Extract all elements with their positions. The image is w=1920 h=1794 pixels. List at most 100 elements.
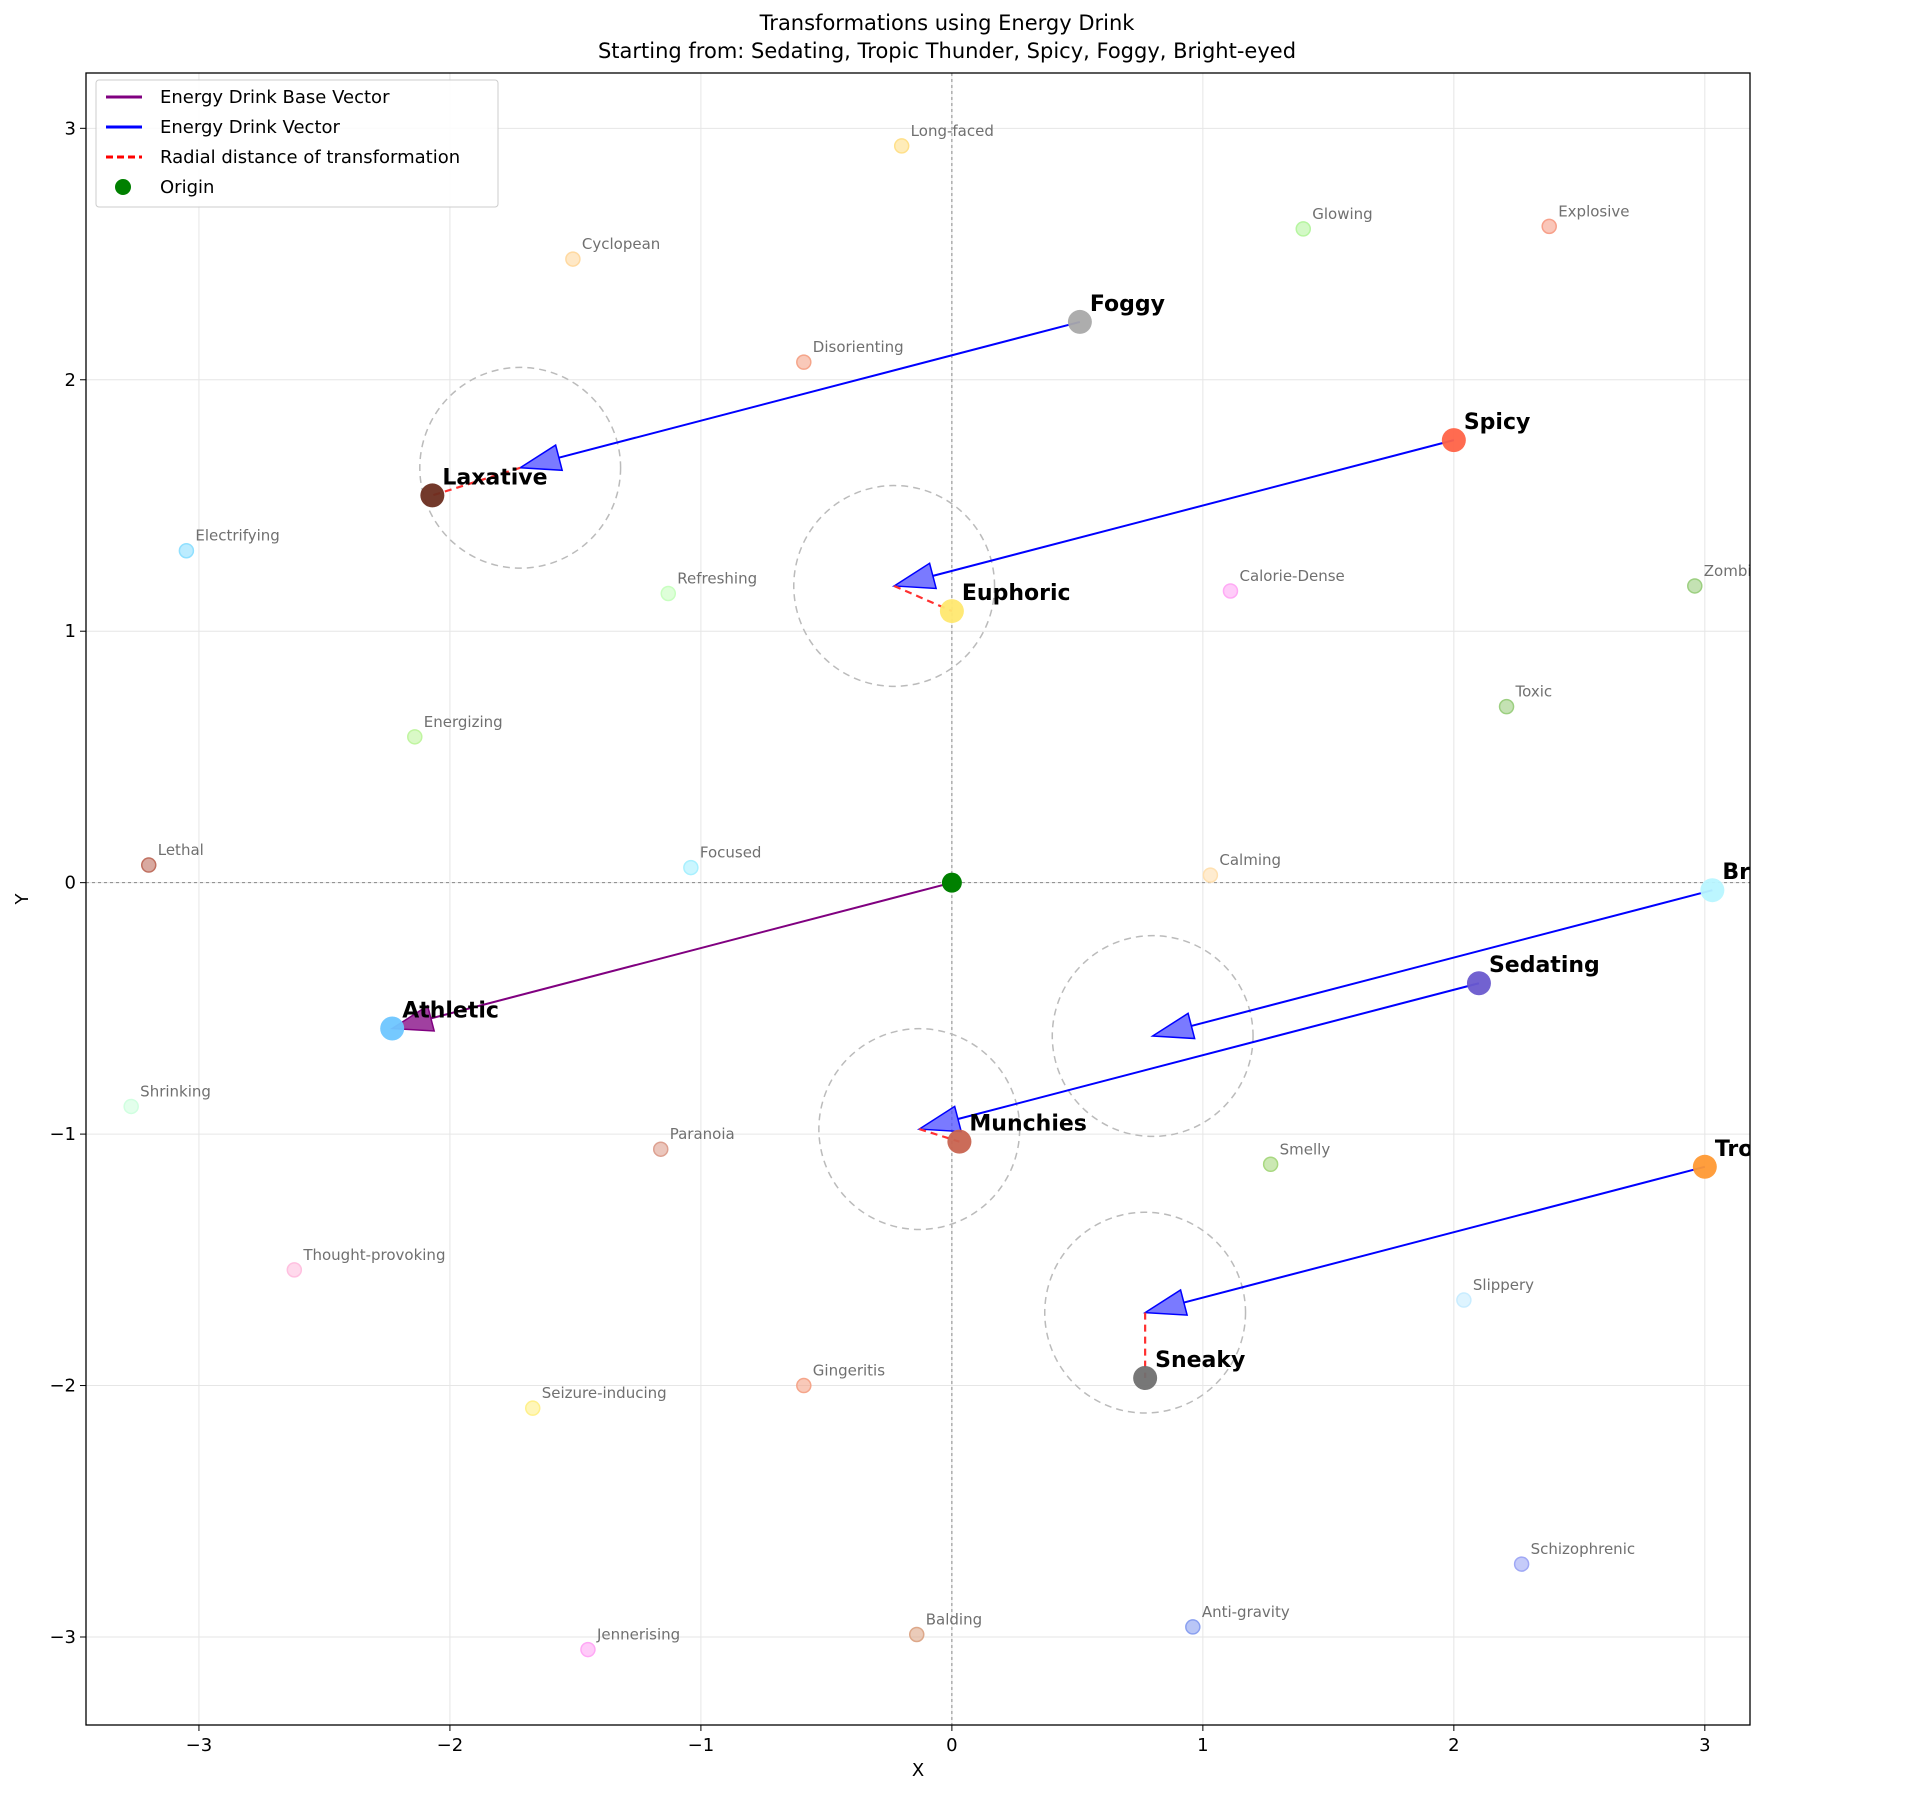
effect-point-gingeritis bbox=[796, 1377, 812, 1394]
effect-point-tropic-thunder bbox=[1692, 1154, 1717, 1179]
legend-entry: Origin bbox=[160, 177, 214, 198]
effect-label: Electrifying bbox=[195, 527, 279, 545]
legend-box bbox=[95, 79, 499, 208]
effect-point-lethal bbox=[140, 857, 157, 873]
effect-label-main: Athletic bbox=[402, 998, 499, 1023]
effect-label-main: Tropic Thunder bbox=[1715, 1137, 1901, 1162]
energy-drink-vector-shaft bbox=[957, 982, 1480, 1120]
y-tick-label: 1 bbox=[65, 621, 76, 642]
effect-label: Shrinking bbox=[140, 1082, 211, 1100]
x-tick-label: 2 bbox=[1448, 1735, 1459, 1756]
effect-label-main: Munchies bbox=[969, 1112, 1086, 1137]
effect-point-euphoric bbox=[939, 599, 964, 624]
effect-label: Seizure-inducing bbox=[542, 1384, 667, 1402]
plot-frame bbox=[85, 72, 1751, 1726]
radius-circle bbox=[818, 1027, 1021, 1231]
effect-point-foggy bbox=[1067, 309, 1092, 334]
effect-point-jennerising bbox=[580, 1641, 596, 1658]
effect-point-disorienting bbox=[796, 354, 812, 370]
energy-drink-vector-shaft bbox=[558, 320, 1081, 459]
x-tick-label: −3 bbox=[186, 1735, 213, 1756]
effect-point-calming bbox=[1202, 867, 1219, 883]
effect-label: Balding bbox=[926, 1610, 982, 1628]
effect-label: Explosive bbox=[1558, 202, 1629, 220]
radial-distance-line bbox=[432, 466, 521, 497]
effect-label-main: Sneaky bbox=[1155, 1348, 1245, 1373]
y-tick-label: 0 bbox=[65, 873, 76, 894]
y-tick-label: −1 bbox=[49, 1124, 76, 1145]
effect-label: Slippery bbox=[1473, 1276, 1534, 1294]
radius-circle bbox=[793, 484, 996, 688]
chart-title: Transformations using Energy Drink bbox=[759, 11, 1136, 35]
legend-entry: Energy Drink Base Vector bbox=[160, 87, 390, 108]
y-tick-label: 2 bbox=[65, 370, 76, 391]
y-axis-label: Y bbox=[12, 893, 33, 906]
effect-label-main: Sedating bbox=[1489, 953, 1600, 978]
effect-label: Gingeritis bbox=[813, 1362, 885, 1380]
y-tick-label: 3 bbox=[65, 118, 76, 139]
effect-label: Disorienting bbox=[813, 338, 904, 356]
effect-label-main: Laxative bbox=[442, 465, 547, 490]
chart-subtitle: Starting from: Sedating, Tropic Thunder,… bbox=[598, 39, 1296, 63]
effect-point-balding bbox=[908, 1626, 925, 1643]
effect-point-laxative bbox=[420, 483, 445, 508]
x-axis-label: X bbox=[912, 1760, 924, 1781]
effect-point-anti-gravity bbox=[1185, 1619, 1201, 1635]
effect-label: Calming bbox=[1219, 851, 1281, 869]
energy-drink-vector-head bbox=[891, 562, 938, 590]
effect-label: Glowing bbox=[1312, 205, 1372, 223]
x-tick-label: 1 bbox=[1197, 1735, 1208, 1756]
effect-label: Focused bbox=[700, 844, 762, 862]
x-tick-label: −1 bbox=[688, 1735, 715, 1756]
energy-drink-vector-shaft bbox=[932, 439, 1455, 577]
effect-point-explosive bbox=[1541, 218, 1557, 235]
effect-label: Toxic bbox=[1515, 683, 1553, 701]
effect-label: Long-faced bbox=[911, 122, 994, 140]
effect-point-shrinking bbox=[123, 1098, 139, 1115]
axis-ticks: −3 −2 −1 0 1 2 3 −3 −2 −1 0 1 2 3 bbox=[49, 118, 1710, 1756]
effect-point-refreshing bbox=[660, 585, 677, 602]
x-tick-label: −2 bbox=[437, 1735, 464, 1756]
x-tick-label: 0 bbox=[946, 1735, 957, 1756]
radius-circle bbox=[1051, 934, 1254, 1138]
effect-label: Cyclopean bbox=[582, 235, 660, 253]
effect-label: Refreshing bbox=[677, 569, 757, 587]
effect-point-munchies bbox=[947, 1129, 972, 1154]
energy-drink-vector-shaft bbox=[1191, 889, 1713, 1027]
effect-label: Smelly bbox=[1280, 1140, 1331, 1158]
effect-point-sedating bbox=[1466, 971, 1491, 996]
effect-label: Thought-provoking bbox=[302, 1246, 445, 1264]
base-vector-shaft bbox=[430, 881, 953, 1020]
legend: Energy Drink Base Vector Energy Drink Vec… bbox=[95, 79, 499, 208]
effect-label: Jennerising bbox=[596, 1626, 680, 1644]
effect-label-main: Bright-eyed bbox=[1722, 860, 1868, 885]
legend-marker-origin bbox=[115, 179, 131, 195]
effect-point-focused bbox=[683, 859, 699, 876]
effect-point-electrifying bbox=[178, 542, 195, 559]
effect-point-paranoia bbox=[652, 1141, 669, 1157]
effect-point-smelly bbox=[1262, 1156, 1279, 1173]
effect-label: Schizophrenic bbox=[1531, 1540, 1636, 1558]
effect-point-toxic bbox=[1498, 698, 1515, 715]
y-tick-label: −3 bbox=[49, 1627, 76, 1648]
effect-label-main: Euphoric bbox=[962, 581, 1071, 606]
effect-label: Energizing bbox=[424, 713, 503, 731]
effect-point-cyclopean bbox=[565, 251, 581, 267]
energy-drink-vector-head bbox=[517, 443, 564, 472]
effect-label: Anti-gravity bbox=[1202, 1603, 1290, 1621]
effect-point-spicy bbox=[1441, 428, 1466, 453]
plot-area: Long-faced Cyclopean Glowing Explosive Disor… bbox=[86, 73, 1901, 1725]
radius-circle bbox=[1043, 1211, 1247, 1414]
effect-point-energizing bbox=[407, 729, 423, 745]
effect-point-glowing bbox=[1295, 221, 1312, 237]
effect-label: Calorie-Dense bbox=[1239, 567, 1344, 585]
effect-point-thought-provoking bbox=[286, 1262, 303, 1278]
legend-entry: Radial distance of transformation bbox=[160, 147, 460, 168]
effect-label: Lethal bbox=[158, 841, 204, 859]
effect-point-schizophrenic bbox=[1513, 1556, 1530, 1572]
effect-label: Zombifying bbox=[1704, 562, 1789, 580]
energy-drink-vector-head bbox=[916, 1105, 963, 1133]
effect-point-long-faced bbox=[893, 138, 910, 154]
radius-circle bbox=[419, 366, 622, 569]
